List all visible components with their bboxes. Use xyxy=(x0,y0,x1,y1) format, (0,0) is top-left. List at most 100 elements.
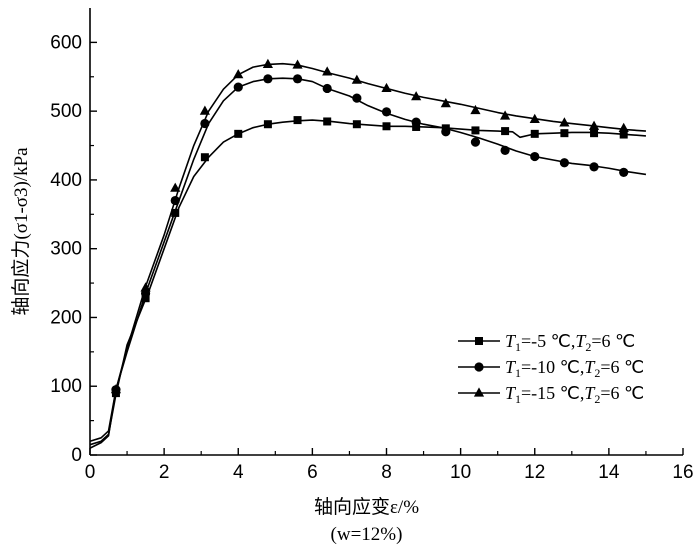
legend-label-part: =6 ℃ xyxy=(600,383,644,403)
data-point xyxy=(352,120,361,129)
axis-titles: 轴向应变ε/% (w=12%) 轴向应力(σ1-σ3)/kPa xyxy=(10,147,419,545)
y-tick-label: 0 xyxy=(71,445,82,466)
data-point xyxy=(619,167,629,177)
data-point xyxy=(618,122,629,132)
y-tick-label: 400 xyxy=(50,170,82,191)
x-tick-label: 8 xyxy=(381,462,392,483)
x-tick-label: 10 xyxy=(450,462,471,483)
legend-marker xyxy=(474,362,484,372)
y-tick-label: 100 xyxy=(50,376,82,397)
x-tick-label: 6 xyxy=(307,462,318,483)
legend-label-part: T xyxy=(575,331,587,351)
data-point xyxy=(233,69,244,79)
x-tick-label: 16 xyxy=(672,462,693,483)
series-triangle xyxy=(89,58,646,443)
data-point xyxy=(471,126,480,135)
data-point xyxy=(292,74,303,84)
legend-label-part: 1 xyxy=(515,340,521,354)
legend-label-part: 2 xyxy=(594,392,600,406)
data-point xyxy=(140,282,151,292)
data-point xyxy=(470,104,481,115)
data-point xyxy=(381,82,392,93)
legend-label-part: =-10 ℃, xyxy=(521,357,584,377)
data-point xyxy=(233,82,243,92)
legend-label-part: =-5 ℃, xyxy=(521,331,575,351)
data-point xyxy=(470,137,481,147)
legend-label-part: T xyxy=(584,383,596,403)
legend-item: T1=-5 ℃,T2=6 ℃ xyxy=(458,331,635,354)
legend-label-part: T xyxy=(584,357,596,377)
data-point xyxy=(322,66,333,76)
data-point xyxy=(559,158,570,168)
data-point xyxy=(500,145,510,155)
data-point xyxy=(351,74,362,84)
data-point xyxy=(501,127,510,136)
data-point xyxy=(352,93,362,103)
legend-item: T1=-10 ℃,T2=6 ℃ xyxy=(458,357,644,380)
data-point xyxy=(500,110,511,120)
legend-marker xyxy=(473,387,485,397)
data-point xyxy=(381,107,392,117)
legend-label: T1=-5 ℃,T2=6 ℃ xyxy=(505,331,635,354)
y-tick-label: 600 xyxy=(50,32,82,53)
data-point xyxy=(199,105,210,115)
legend-label-part: =-15 ℃, xyxy=(521,383,584,403)
x-tick-label: 4 xyxy=(233,462,244,483)
data-point xyxy=(412,122,421,131)
data-point xyxy=(200,153,209,162)
data-point xyxy=(441,127,451,137)
legend-label-part: 1 xyxy=(515,366,521,380)
x-tick-label: 14 xyxy=(598,462,620,483)
data-point xyxy=(530,151,540,162)
data-point xyxy=(292,59,303,69)
legend-label-part: 2 xyxy=(594,366,600,380)
data-point xyxy=(440,97,451,108)
data-point xyxy=(560,129,569,138)
data-point xyxy=(170,182,181,192)
data-point xyxy=(141,294,150,303)
data-point xyxy=(382,122,391,131)
y-tick-label: 300 xyxy=(50,239,82,260)
legend-item: T1=-15 ℃,T2=6 ℃ xyxy=(458,383,644,406)
series-circle xyxy=(89,74,647,449)
x-tick-label: 2 xyxy=(159,462,170,483)
legend-label-part: T xyxy=(505,331,517,351)
legend-label-part: T xyxy=(505,357,517,377)
legend-label: T1=-15 ℃,T2=6 ℃ xyxy=(505,383,644,406)
data-point xyxy=(529,113,540,124)
data-point xyxy=(589,162,599,172)
data-point xyxy=(262,58,273,68)
series-group xyxy=(89,58,647,449)
data-point xyxy=(322,83,332,94)
legend-label: T1=-10 ℃,T2=6 ℃ xyxy=(505,357,644,380)
data-point xyxy=(323,117,332,126)
data-point xyxy=(411,117,421,127)
data-point xyxy=(590,129,599,138)
data-point xyxy=(293,116,302,125)
legend-label-part: 2 xyxy=(585,340,591,354)
legend-label-part: =6 ℃ xyxy=(600,357,644,377)
x-axis-subtitle: (w=12%) xyxy=(331,524,403,545)
legend: T1=-5 ℃,T2=6 ℃T1=-10 ℃,T2=6 ℃T1=-15 ℃,T2… xyxy=(458,331,644,406)
data-point xyxy=(588,120,600,130)
data-point xyxy=(619,130,628,139)
legend-label-part: 1 xyxy=(515,392,521,406)
legend-marker xyxy=(475,337,483,345)
x-tick-label: 0 xyxy=(85,462,96,483)
data-point xyxy=(234,129,243,138)
legend-label-part: T xyxy=(505,383,517,403)
legend-label-part: =6 ℃ xyxy=(591,331,635,351)
data-point xyxy=(110,384,122,394)
data-point xyxy=(411,91,422,101)
x-axis-title: 轴向应变ε/% xyxy=(314,496,419,518)
y-tick-label: 200 xyxy=(50,307,82,328)
x-tick-label: 12 xyxy=(524,462,545,483)
y-tick-label: 500 xyxy=(50,101,82,122)
data-point xyxy=(263,120,272,129)
y-axis-title: 轴向应力(σ1-σ3)/kPa xyxy=(10,147,32,316)
data-point xyxy=(530,129,539,138)
data-point xyxy=(559,117,570,127)
data-point xyxy=(263,74,273,84)
